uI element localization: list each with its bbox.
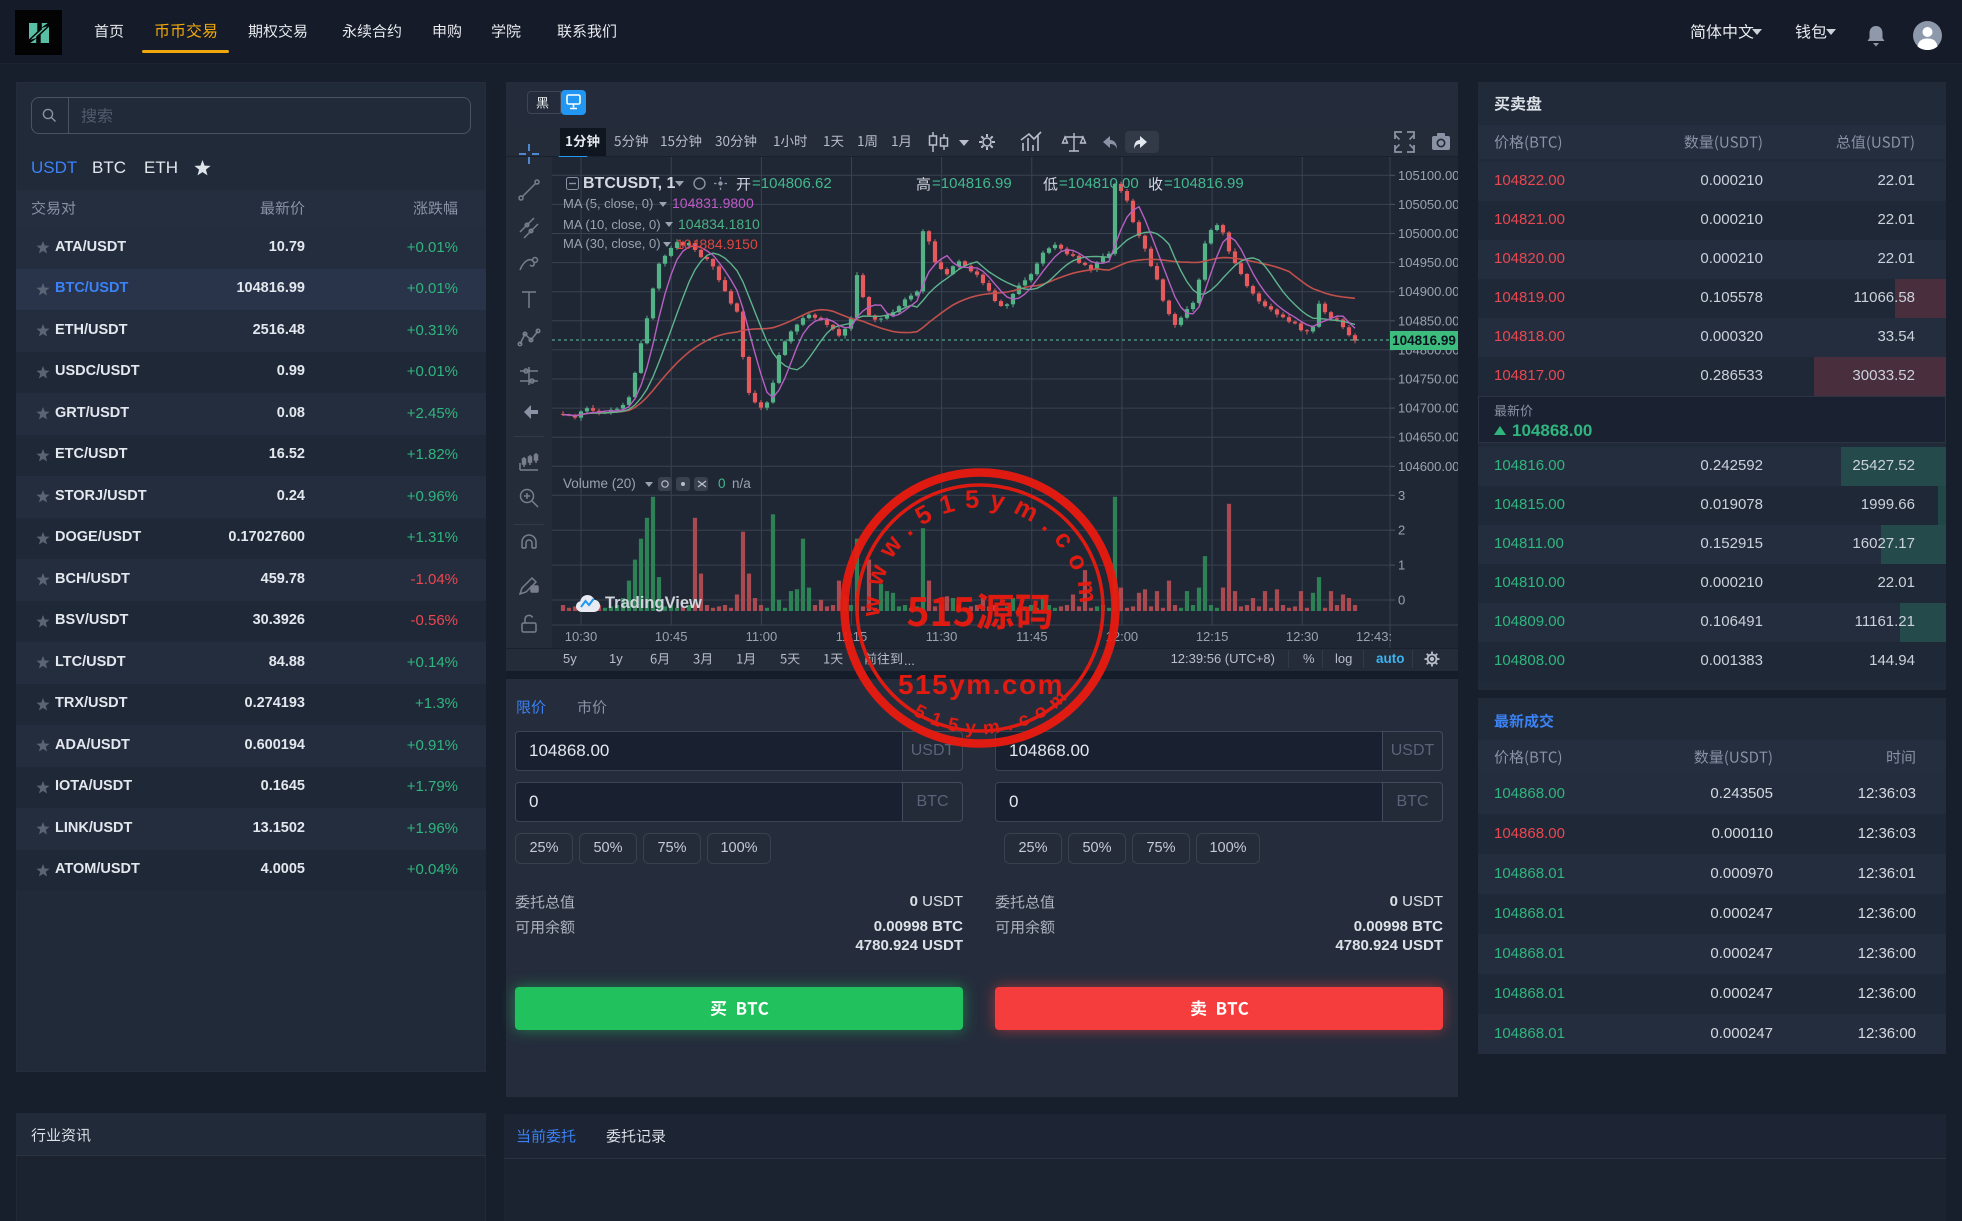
svg-text:1: 1	[1398, 558, 1405, 573]
svg-text:10:30: 10:30	[565, 629, 598, 644]
svg-text:104700.00: 104700.00	[1398, 401, 1458, 416]
svg-text:104900.00: 104900.00	[1398, 284, 1458, 299]
svg-text:10:45: 10:45	[655, 629, 688, 644]
svg-text:12:15: 12:15	[1196, 629, 1229, 644]
svg-text:3: 3	[1398, 488, 1405, 503]
svg-text:0: 0	[1398, 593, 1405, 608]
svg-text:104650.00: 104650.00	[1398, 430, 1458, 445]
svg-text:105050.00: 105050.00	[1398, 197, 1458, 212]
svg-text:12:43:: 12:43:	[1356, 629, 1392, 644]
svg-text:11:30: 11:30	[926, 629, 958, 644]
svg-text:12:30: 12:30	[1286, 629, 1319, 644]
svg-text:104850.00: 104850.00	[1398, 313, 1458, 328]
svg-text:104750.00: 104750.00	[1398, 372, 1458, 387]
svg-text:11:45: 11:45	[1016, 629, 1048, 644]
svg-text:104600.00: 104600.00	[1398, 459, 1458, 474]
svg-text:11:00: 11:00	[746, 629, 778, 644]
svg-text:105100.00: 105100.00	[1398, 168, 1458, 183]
svg-text:104816.99: 104816.99	[1392, 333, 1456, 348]
svg-text:2: 2	[1398, 523, 1405, 538]
svg-text:515ym.com: 515ym.com	[898, 669, 1064, 700]
svg-text:105000.00: 105000.00	[1398, 226, 1458, 241]
svg-text:104950.00: 104950.00	[1398, 255, 1458, 270]
